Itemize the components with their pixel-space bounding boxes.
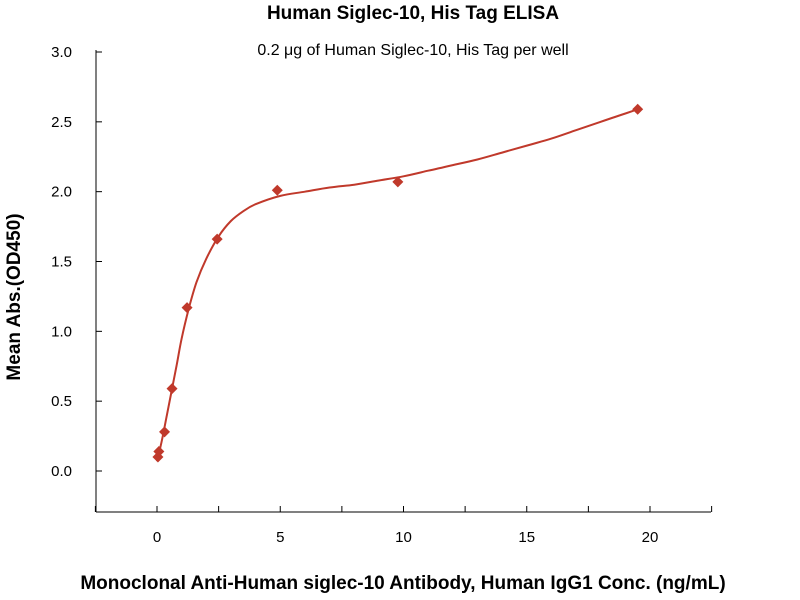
data-point <box>159 426 171 438</box>
x-tick-label: 10 <box>395 529 412 546</box>
y-tick-label: 2.0 <box>51 184 72 201</box>
data-point <box>392 176 404 188</box>
y-axis-ticks: 0.0 0.5 1.0 1.5 2.0 2.5 3.0 <box>51 44 102 480</box>
chart-subtitle: 0.2 μg of Human Siglec-10, His Tag per w… <box>257 42 568 59</box>
y-tick-label: 1.5 <box>51 254 72 271</box>
x-tick-label: 5 <box>276 529 284 546</box>
plot-area: 0.0 0.5 1.0 1.5 2.0 2.5 3.0 0 5 10 15 20 <box>51 44 713 546</box>
y-tick-label: 0.5 <box>51 393 72 410</box>
data-points <box>152 103 644 463</box>
chart-title: Human Siglec-10, His Tag ELISA <box>267 3 559 24</box>
x-axis-label: Monoclonal Anti-Human siglec-10 Antibody… <box>80 573 725 594</box>
data-point <box>153 445 165 457</box>
data-point <box>181 302 193 314</box>
data-point <box>211 233 223 245</box>
y-tick-label: 2.5 <box>51 114 72 131</box>
data-point <box>166 383 178 395</box>
y-tick-label: 1.0 <box>51 323 72 340</box>
data-point <box>271 184 283 196</box>
y-tick-label: 3.0 <box>51 44 72 61</box>
y-axis-label: Mean Abs.(OD450) <box>4 213 25 380</box>
data-point <box>632 103 644 115</box>
x-tick-label: 15 <box>518 529 535 546</box>
x-axis-ticks: 0 5 10 15 20 <box>94 506 713 546</box>
fit-curve <box>156 108 639 462</box>
x-tick-label: 0 <box>153 529 161 546</box>
x-tick-label: 20 <box>642 529 659 546</box>
y-tick-label: 0.0 <box>51 463 72 480</box>
